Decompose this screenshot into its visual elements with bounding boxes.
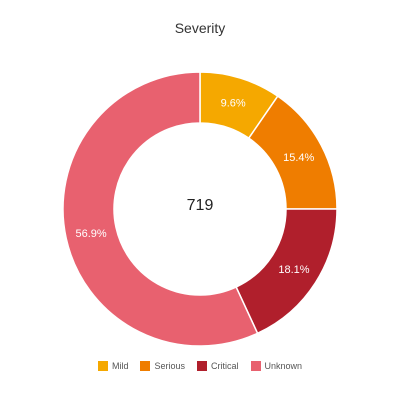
legend-swatch-unknown <box>250 361 261 371</box>
slice-unknown[interactable] <box>62 71 259 347</box>
slice-label-serious: 15.4% <box>283 152 314 164</box>
legend-label-critical: Critical <box>210 361 239 371</box>
slice-label-unknown: 56.9% <box>76 228 107 240</box>
center-total-label: 719 <box>187 197 214 214</box>
legend-label-unknown: Unknown <box>264 361 303 371</box>
legend-swatch-critical <box>196 361 207 371</box>
legend-item-unknown[interactable]: Unknown <box>250 361 303 371</box>
legend-label-serious: Serious <box>154 361 185 371</box>
legend-item-serious[interactable]: Serious <box>140 361 185 371</box>
legend-item-mild[interactable]: Mild <box>97 361 129 371</box>
slices-group <box>62 71 338 347</box>
slice-label-mild: 9.6% <box>221 98 246 110</box>
legend-label-mild: Mild <box>111 361 129 371</box>
slice-label-critical: 18.1% <box>278 264 309 276</box>
chart-title: Severity <box>174 20 226 36</box>
legend: Mild Serious Critical Unknown <box>0 361 400 371</box>
legend-item-critical[interactable]: Critical <box>196 361 239 371</box>
legend-swatch-mild <box>97 361 108 371</box>
slice-labels-group: 9.6% 15.4% 18.1% 56.9% <box>76 98 315 277</box>
legend-swatch-serious <box>140 361 151 371</box>
